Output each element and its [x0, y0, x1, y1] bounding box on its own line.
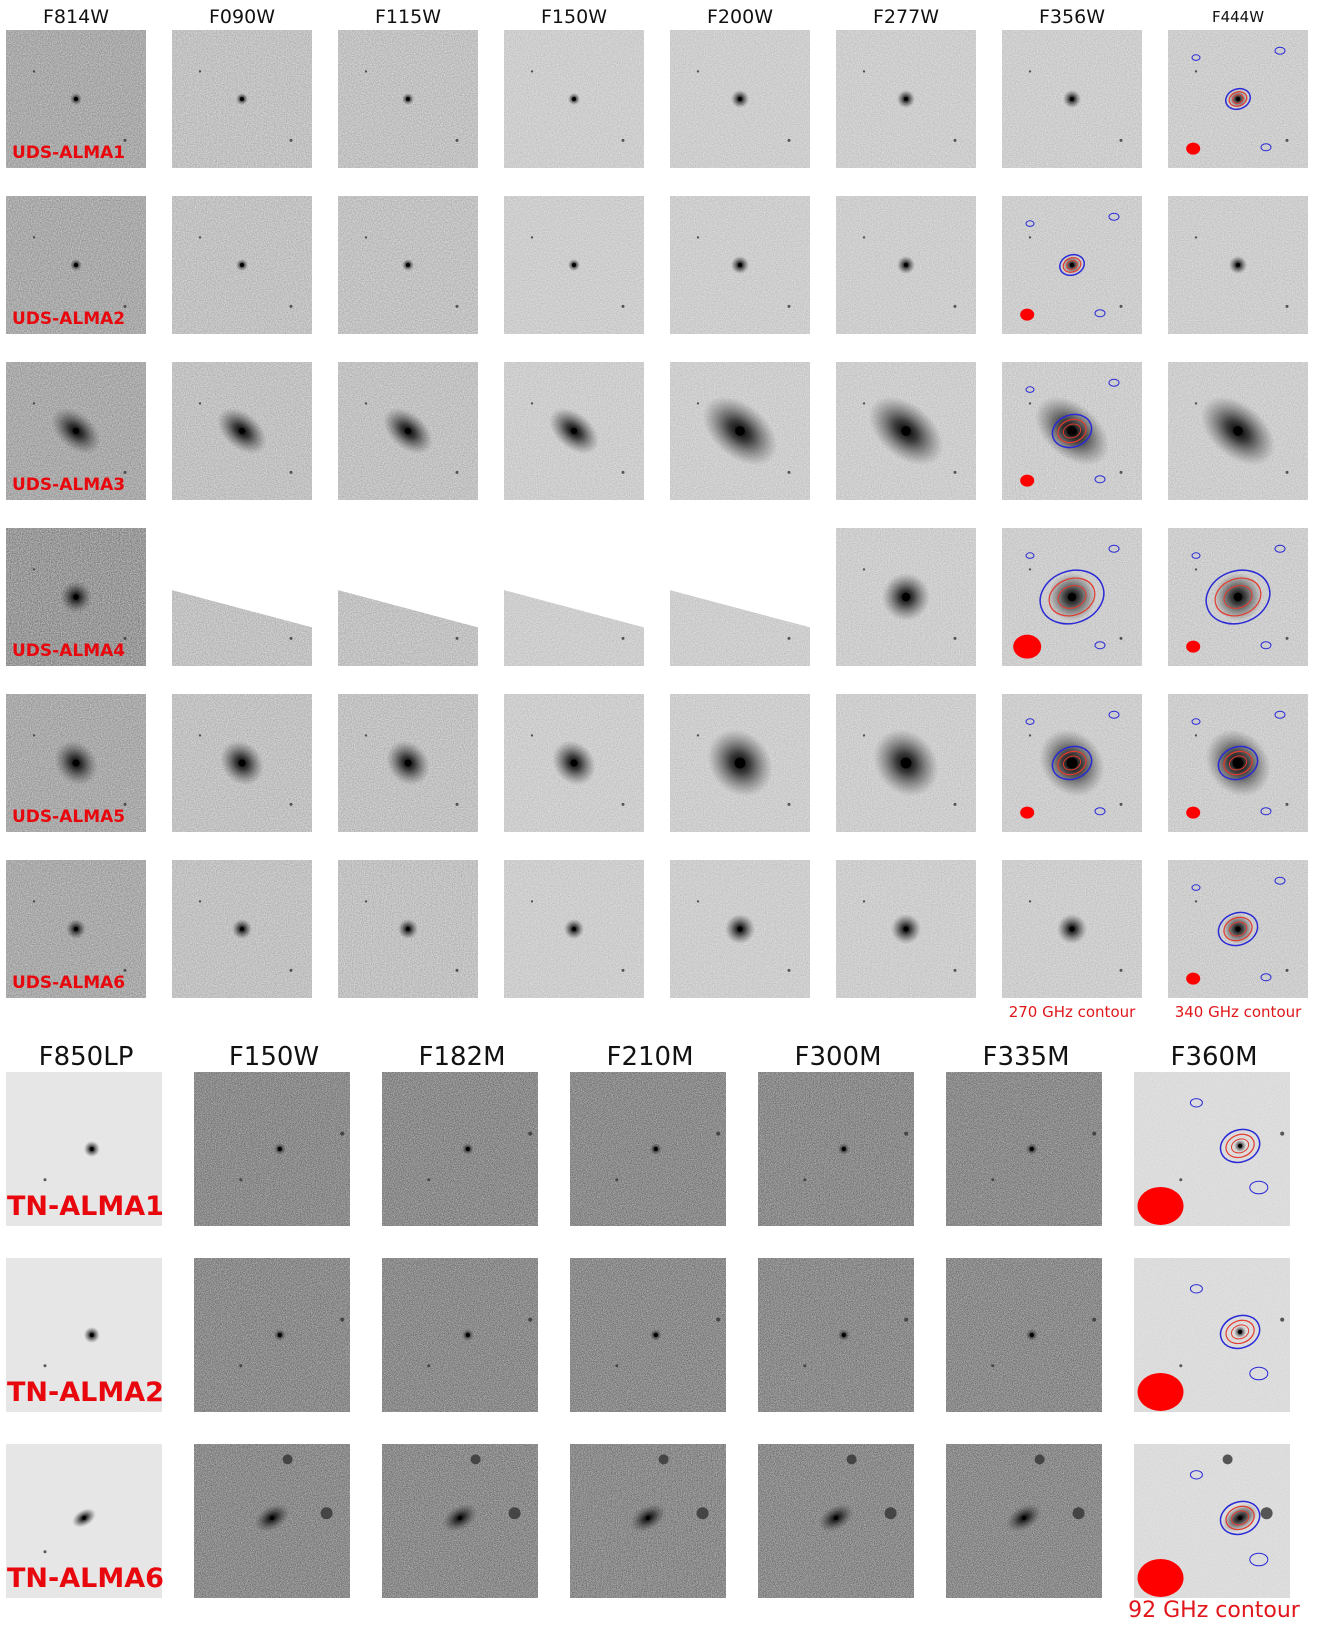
- cutout-tn-alma6-f300m: [758, 1444, 914, 1598]
- cutout-uds-alma6-f150w: [504, 860, 644, 998]
- cutout-tn-alma1-f850lp: [6, 1072, 162, 1226]
- source-label-uds-alma3: UDS-ALMA3: [12, 475, 126, 495]
- cutout-uds-alma3-f356w: [1002, 362, 1142, 500]
- source-label-uds-alma4: UDS-ALMA4: [12, 641, 126, 661]
- cutout-uds-alma5-f150w: [504, 694, 644, 832]
- cutout-uds-alma1-f444w: [1168, 30, 1308, 168]
- source-label-uds-alma6: UDS-ALMA6: [12, 973, 126, 993]
- cutout-uds-alma6-f200w: [670, 860, 810, 998]
- filter-header-f300m: F300M: [794, 1042, 882, 1072]
- cutout-tn-alma1-f360m: [1134, 1072, 1290, 1226]
- cutout-uds-alma4-f277w: [836, 528, 976, 666]
- cutout-uds-alma3-f090w: [172, 362, 312, 500]
- filter-header-f444w: F444W: [1211, 8, 1265, 26]
- filter-header-f360m: F360M: [1170, 1042, 1258, 1072]
- cutout-uds-alma3-f814w: [6, 362, 146, 500]
- cutout-uds-alma1-f814w: [6, 30, 146, 168]
- cutout-tn-alma1-f182m: [382, 1072, 538, 1226]
- cutout-uds-alma3-f115w: [338, 362, 478, 500]
- cutout-tn-alma1-f335m: [946, 1072, 1102, 1226]
- source-label-uds-alma1: UDS-ALMA1: [12, 143, 126, 163]
- cutout-uds-alma2-f115w: [338, 196, 478, 334]
- filter-header-f115w: F115W: [375, 6, 441, 28]
- cutout-uds-alma3-f277w: [836, 362, 976, 500]
- cutout-tn-alma6-f210m: [570, 1444, 726, 1598]
- cutout-uds-alma3-f200w: [670, 362, 810, 500]
- filter-header-f200w: F200W: [707, 6, 773, 28]
- cutout-uds-alma6-f277w: [836, 860, 976, 998]
- cutout-uds-alma6-f356w: [1002, 860, 1142, 998]
- cutout-uds-alma1-f150w: [504, 30, 644, 168]
- cutout-tn-alma6-f335m: [946, 1444, 1102, 1598]
- cutout-uds-alma5-f814w: [6, 694, 146, 832]
- cutout-tn-alma2-f300m: [758, 1258, 914, 1412]
- source-label-tn-alma1: TN-ALMA1: [7, 1191, 164, 1222]
- cutout-uds-alma5-f277w: [836, 694, 976, 832]
- cutout-uds-alma6-f814w: [6, 860, 146, 998]
- source-label-uds-alma2: UDS-ALMA2: [12, 309, 126, 329]
- cutout-uds-alma5-f356w: [1002, 694, 1142, 832]
- cutout-tn-alma1-f150w: [194, 1072, 350, 1226]
- filter-header-f150w-tn: F150W: [228, 1042, 320, 1072]
- cutout-uds-alma4-f115w: [338, 528, 478, 666]
- cutout-tn-alma6-f850lp: [6, 1444, 162, 1598]
- cutout-uds-alma6-f090w: [172, 860, 312, 998]
- cutout-tn-alma6-f182m: [382, 1444, 538, 1598]
- cutout-uds-alma3-f150w: [504, 362, 644, 500]
- cutout-uds-alma1-f356w: [1002, 30, 1142, 168]
- cutout-uds-alma2-f200w: [670, 196, 810, 334]
- filter-header-f090w: F090W: [209, 6, 275, 28]
- cutout-uds-alma5-f200w: [670, 694, 810, 832]
- contour-caption-340ghz: 340 GHz contour: [1174, 1003, 1302, 1021]
- filter-header-f182m: F182M: [418, 1042, 506, 1072]
- cutout-uds-alma2-f150w: [504, 196, 644, 334]
- source-label-tn-alma2: TN-ALMA2: [7, 1377, 164, 1408]
- cutout-uds-alma3-f444w: [1168, 362, 1308, 500]
- filter-header-f850lp: F850LP: [38, 1042, 134, 1072]
- cutout-uds-alma6-f444w: [1168, 860, 1308, 998]
- cutout-tn-alma2-f360m: [1134, 1258, 1290, 1412]
- filter-header-f335m: F335M: [982, 1042, 1070, 1072]
- cutout-tn-alma1-f300m: [758, 1072, 914, 1226]
- filter-header-f814w: F814W: [43, 6, 109, 28]
- filter-header-f277w: F277W: [873, 6, 939, 28]
- cutout-tn-alma2-f850lp: [6, 1258, 162, 1412]
- cutout-uds-alma2-f356w: [1002, 196, 1142, 334]
- cutout-uds-alma1-f090w: [172, 30, 312, 168]
- cutout-tn-alma2-f335m: [946, 1258, 1102, 1412]
- cutout-uds-alma4-f150w: [504, 528, 644, 666]
- cutout-uds-alma1-f277w: [836, 30, 976, 168]
- contour-caption-92ghz: 92 GHz contour: [1128, 1598, 1300, 1623]
- cutout-uds-alma1-f200w: [670, 30, 810, 168]
- cutout-uds-alma5-f090w: [172, 694, 312, 832]
- cutout-uds-alma4-f356w: [1002, 528, 1142, 666]
- cutout-uds-alma6-f115w: [338, 860, 478, 998]
- cutout-uds-alma4-f200w: [670, 528, 810, 666]
- source-label-uds-alma5: UDS-ALMA5: [12, 807, 126, 827]
- cutout-uds-alma1-f115w: [338, 30, 478, 168]
- cutout-uds-alma5-f115w: [338, 694, 478, 832]
- filter-header-f210m: F210M: [606, 1042, 694, 1072]
- cutout-uds-alma2-f090w: [172, 196, 312, 334]
- cutout-uds-alma5-f444w: [1168, 694, 1308, 832]
- cutout-uds-alma2-f277w: [836, 196, 976, 334]
- filter-header-f150w: F150W: [541, 6, 607, 28]
- contour-caption-270ghz: 270 GHz contour: [1008, 1003, 1136, 1021]
- cutout-tn-alma2-f182m: [382, 1258, 538, 1412]
- cutout-tn-alma6-f360m: [1134, 1444, 1290, 1598]
- cutout-uds-alma4-f814w: [6, 528, 146, 666]
- cutout-tn-alma6-f150w: [194, 1444, 350, 1598]
- cutout-tn-alma2-f210m: [570, 1258, 726, 1412]
- cutout-uds-alma4-f090w: [172, 528, 312, 666]
- cutout-uds-alma4-f444w: [1168, 528, 1308, 666]
- cutout-uds-alma2-f814w: [6, 196, 146, 334]
- filter-header-f356w: F356W: [1039, 6, 1105, 28]
- cutout-tn-alma2-f150w: [194, 1258, 350, 1412]
- source-label-tn-alma6: TN-ALMA6: [7, 1563, 164, 1594]
- cutout-uds-alma2-f444w: [1168, 196, 1308, 334]
- cutout-tn-alma1-f210m: [570, 1072, 726, 1226]
